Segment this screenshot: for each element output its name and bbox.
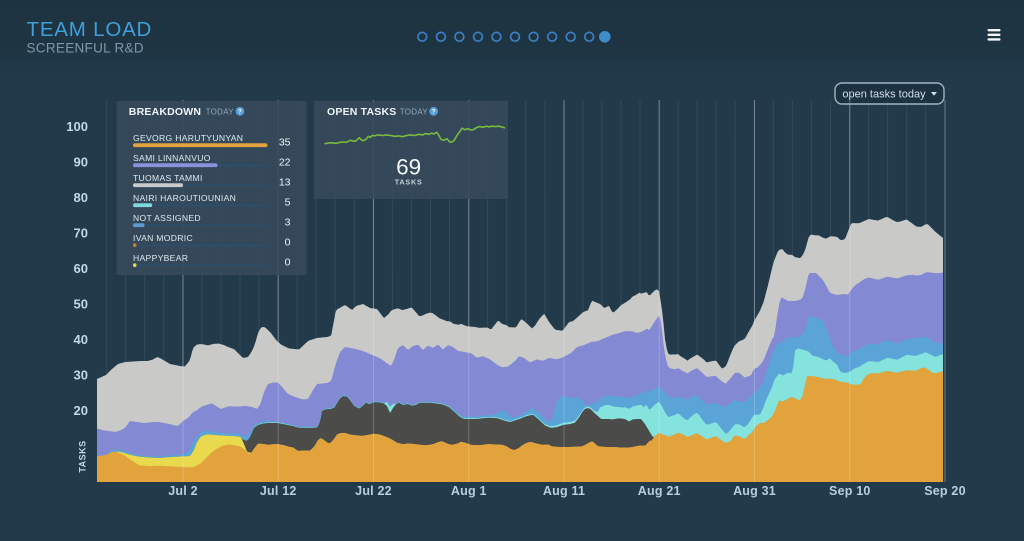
- svg-text:35: 35: [279, 137, 291, 149]
- svg-text:TUOMAS TAMMI: TUOMAS TAMMI: [133, 173, 203, 183]
- svg-text:SCREENFUL R&D: SCREENFUL R&D: [27, 41, 144, 56]
- svg-text:IVAN MODRIC: IVAN MODRIC: [133, 233, 193, 243]
- svg-text:80: 80: [74, 190, 88, 205]
- svg-text:OPEN TASKS: OPEN TASKS: [327, 106, 396, 118]
- svg-text:NAIRI HAROUTIOUNIAN: NAIRI HAROUTIOUNIAN: [133, 193, 236, 203]
- svg-text:100: 100: [66, 119, 88, 134]
- svg-text:open tasks today: open tasks today: [842, 89, 926, 101]
- svg-text:BREAKDOWN: BREAKDOWN: [129, 106, 201, 118]
- svg-text:?: ?: [238, 109, 242, 116]
- svg-text:22: 22: [279, 157, 291, 169]
- svg-text:Aug 31: Aug 31: [733, 484, 776, 498]
- svg-text:90: 90: [74, 155, 88, 170]
- svg-text:0: 0: [285, 257, 291, 269]
- svg-text:Jul 22: Jul 22: [355, 484, 392, 498]
- svg-text:TEAM LOAD: TEAM LOAD: [27, 18, 153, 41]
- svg-text:HAPPYBEAR: HAPPYBEAR: [133, 253, 188, 263]
- svg-text:60: 60: [74, 261, 88, 276]
- svg-text:Sep 10: Sep 10: [829, 484, 871, 498]
- svg-text:50: 50: [74, 297, 88, 312]
- svg-text:5: 5: [285, 197, 291, 209]
- svg-text:Aug 11: Aug 11: [543, 484, 585, 498]
- svg-text:SAMI LINNANVUO: SAMI LINNANVUO: [133, 153, 211, 163]
- svg-text:70: 70: [74, 226, 88, 241]
- svg-text:3: 3: [285, 217, 291, 229]
- svg-text:TASKS: TASKS: [78, 440, 88, 472]
- svg-text:40: 40: [74, 332, 88, 347]
- svg-text:69: 69: [396, 155, 421, 180]
- svg-text:TODAY: TODAY: [400, 108, 429, 117]
- svg-text:Jul 12: Jul 12: [260, 484, 297, 498]
- svg-text:13: 13: [279, 177, 291, 189]
- svg-text:Aug 1: Aug 1: [451, 484, 487, 498]
- svg-text:30: 30: [74, 368, 88, 383]
- svg-text:NOT ASSIGNED: NOT ASSIGNED: [133, 213, 201, 223]
- svg-text:Jul 2: Jul 2: [168, 484, 198, 498]
- svg-text:?: ?: [432, 109, 436, 116]
- svg-text:Aug 21: Aug 21: [638, 484, 681, 498]
- svg-text:20: 20: [74, 403, 88, 418]
- svg-text:0: 0: [285, 237, 291, 249]
- svg-text:TASKS: TASKS: [395, 178, 423, 187]
- svg-text:Sep 20: Sep 20: [924, 484, 966, 498]
- svg-text:GEVORG HARUTYUNYAN: GEVORG HARUTYUNYAN: [133, 133, 243, 143]
- svg-text:TODAY: TODAY: [206, 108, 235, 117]
